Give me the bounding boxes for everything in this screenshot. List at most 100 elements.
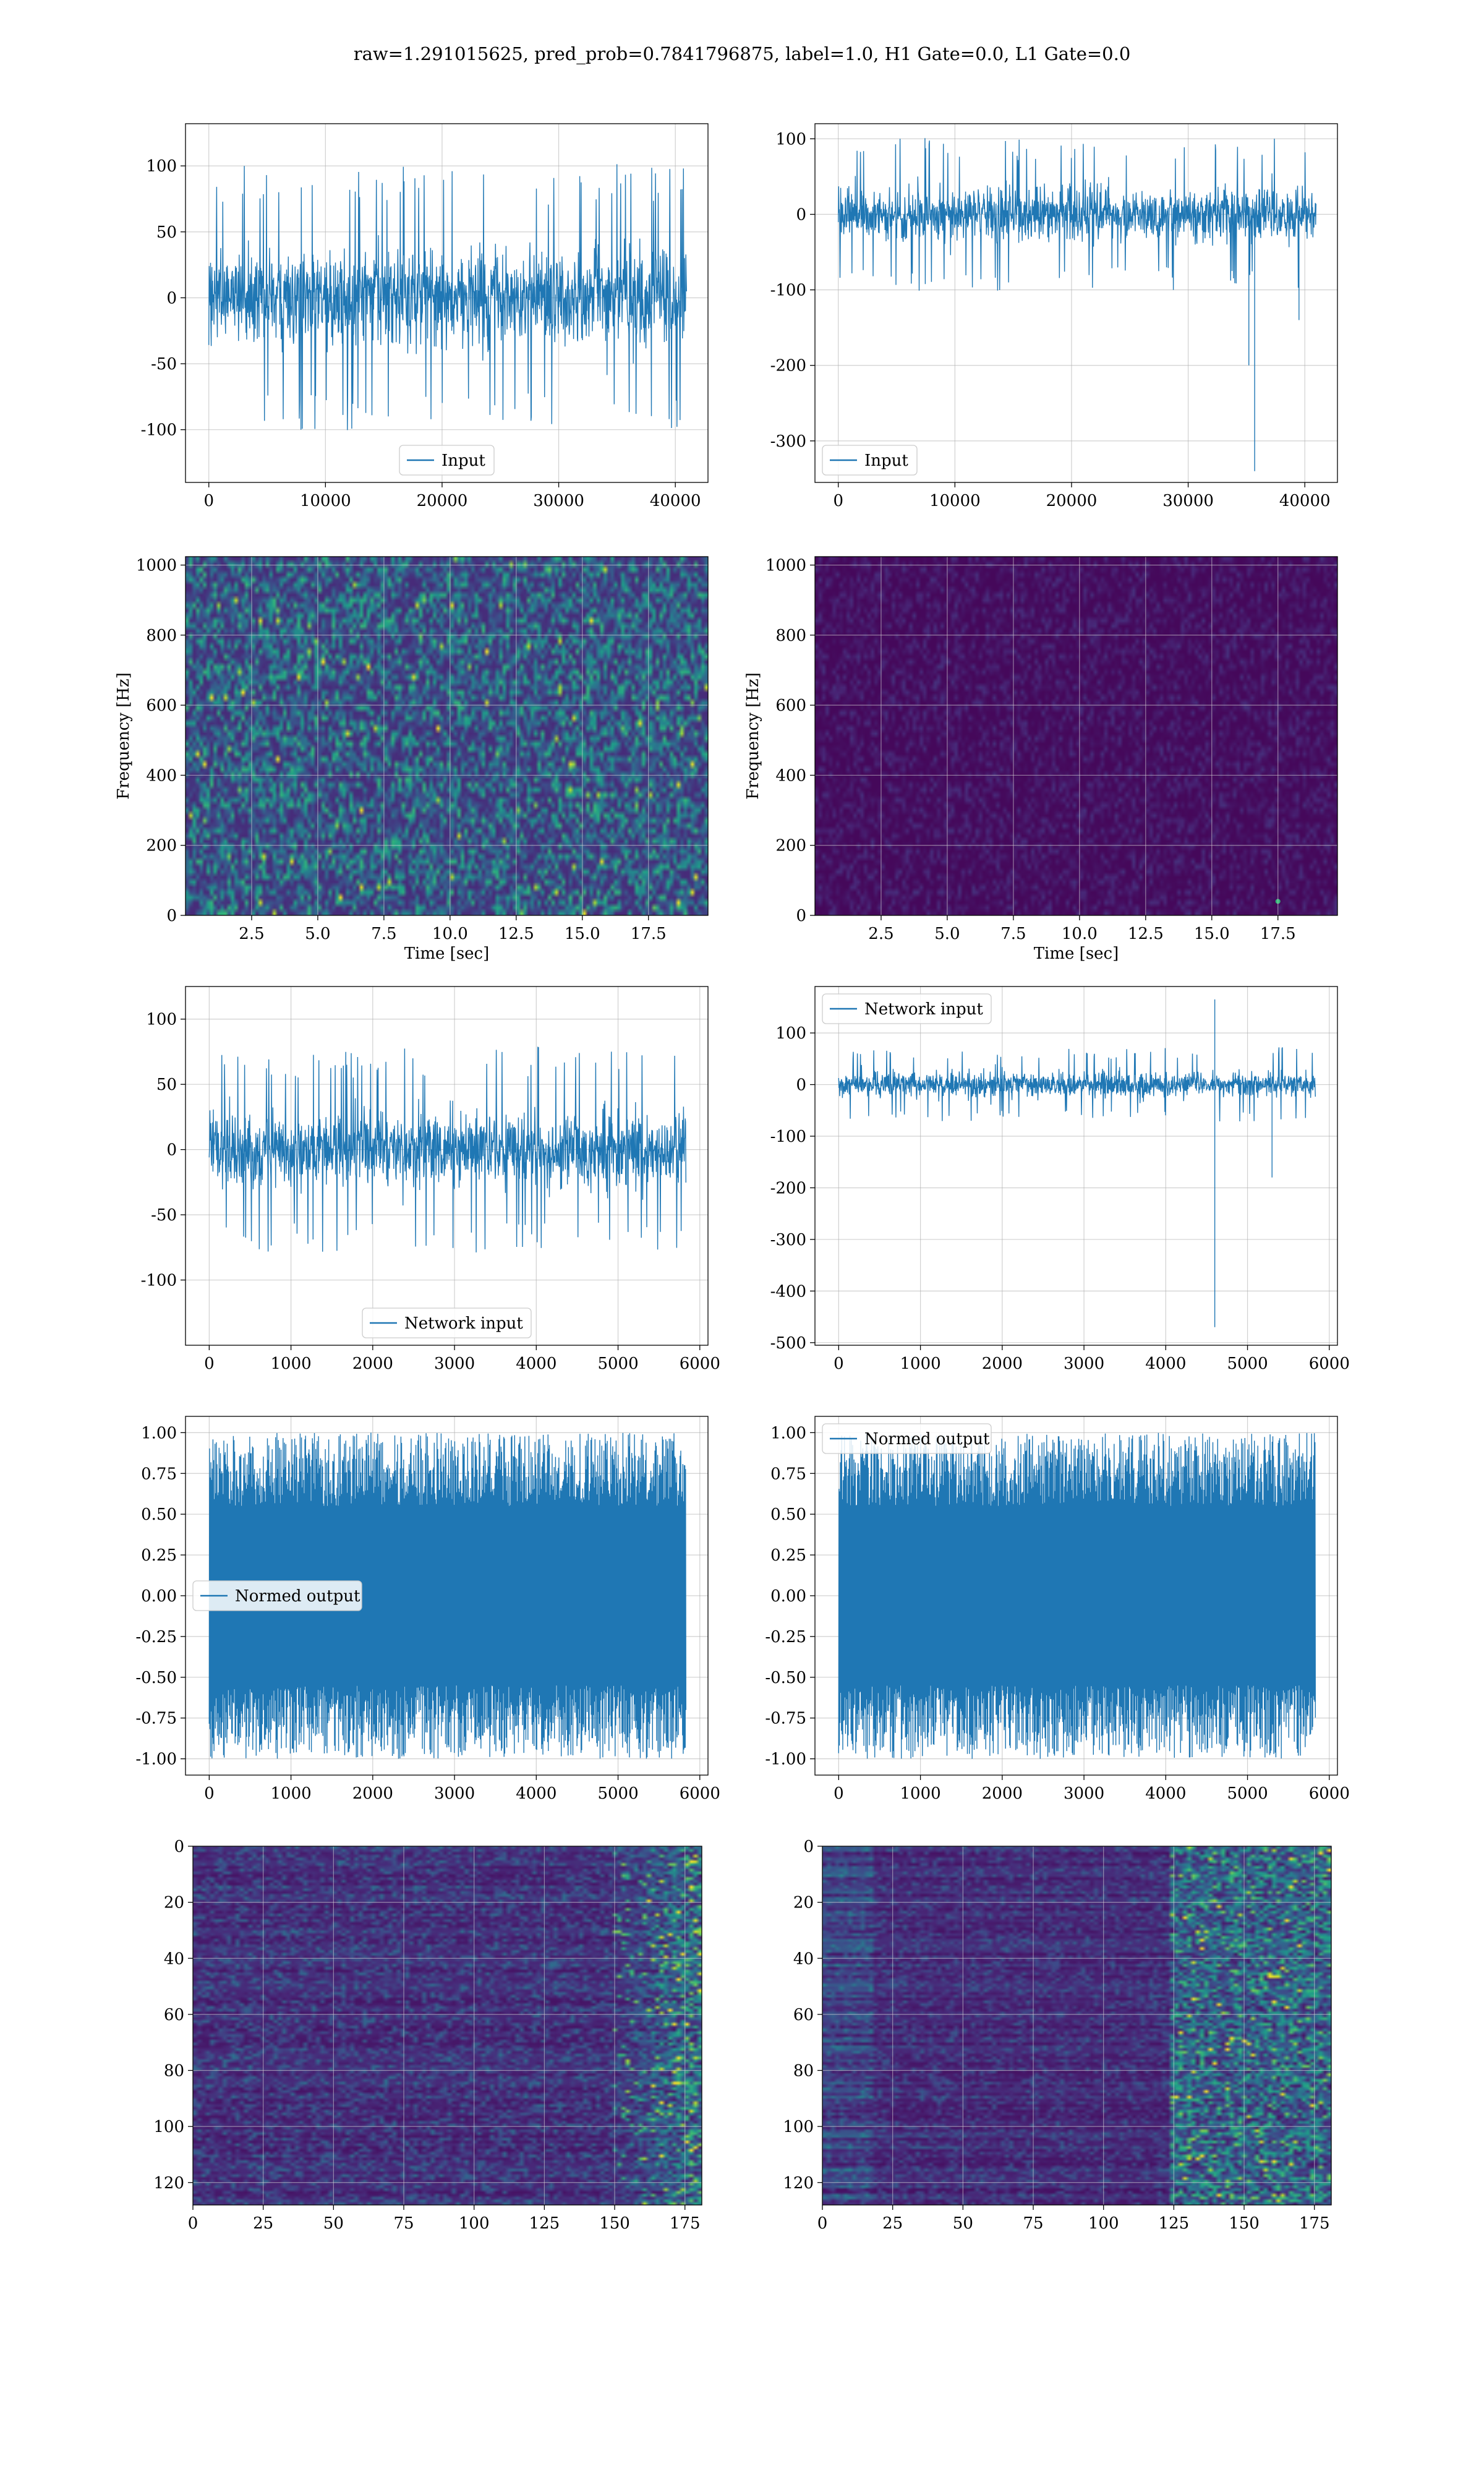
x-tick-label: 20000 — [417, 492, 468, 510]
y-tick-label: 50 — [156, 1076, 177, 1094]
legend-label: Network input — [864, 1000, 983, 1019]
y-tick-label: -100 — [141, 1272, 177, 1290]
chart-network-input-h1: 0 1000 2000 3000 4000 5000 6000 -100 -50 0 50 100 Ne… — [141, 986, 720, 1373]
y-tick-label: -1.00 — [765, 1750, 806, 1769]
series-line-normed-output-l1 — [838, 1432, 1316, 1759]
y-tick-label: -0.50 — [135, 1669, 177, 1687]
x-tick-label: 0 — [204, 1784, 215, 1803]
chart-spectrogram-l1: 2.5 5.0 7.5 10.0 12.5 15.0 17.5 0 200 400 600 800 10… — [744, 556, 1338, 963]
legend-label: Network input — [404, 1314, 523, 1333]
y-tick-label: 0 — [796, 907, 806, 925]
x-tick-label: 2000 — [352, 1784, 393, 1803]
x-tick-label: 125 — [529, 2214, 560, 2233]
legend-label: Normed output — [235, 1587, 360, 1606]
x-tick-label: 100 — [1088, 2214, 1119, 2233]
y-tick-label: -100 — [770, 281, 806, 300]
y-tick-label: 200 — [775, 837, 806, 855]
y-tick-label: 800 — [146, 627, 177, 645]
y-tick-label: -0.25 — [135, 1628, 177, 1646]
y-tick-label: 80 — [793, 2062, 814, 2081]
x-tick-label: 3000 — [434, 1355, 475, 1373]
chart-feature-map-h1: 0 25 50 75 100 125 150 175 0 20 40 60 80 100 120 — [153, 1838, 702, 2233]
y-tick-label: 600 — [146, 696, 177, 715]
x-tick-label: 125 — [1159, 2214, 1190, 2233]
x-tick-label: 0 — [203, 492, 214, 510]
x-tick-label: 0 — [833, 492, 843, 510]
x-tick-label: 3000 — [434, 1784, 475, 1803]
x-tick-label: 20000 — [1046, 492, 1098, 510]
y-tick-label: 0.50 — [770, 1505, 806, 1524]
x-tick-label: 12.5 — [1128, 925, 1164, 943]
chart-spectrogram-h1: 2.5 5.0 7.5 10.0 12.5 15.0 17.5 0 200 400 600 800 10… — [114, 556, 709, 963]
legend-label: Normed output — [864, 1430, 990, 1449]
legend-box — [822, 1423, 992, 1454]
y-tick-label: 50 — [156, 223, 177, 242]
y-tick-label: 0 — [166, 907, 177, 925]
y-tick-label: 120 — [153, 2174, 184, 2193]
x-tick-label: 1000 — [271, 1355, 312, 1373]
chart-input-h1: 0 10000 20000 30000 40000 -100 -50 0 50 100 Input — [141, 123, 709, 510]
y-tick-label: 600 — [775, 696, 806, 715]
legend-box — [192, 1580, 362, 1611]
x-tick-label: 0 — [817, 2214, 828, 2233]
y-tick-label: 200 — [146, 837, 177, 855]
axes-frame-feature-map-l1 — [822, 1846, 1332, 2206]
x-tick-label: 5.0 — [934, 925, 960, 943]
y-tick-label: -1.00 — [135, 1750, 177, 1769]
heatmap-image-spectrogram-l1 — [815, 557, 1337, 915]
x-axis-label: Time [sec] — [1034, 944, 1119, 963]
x-tick-label: 3000 — [1064, 1355, 1104, 1373]
legend-normed-output-h1: Normed output — [192, 1580, 362, 1611]
x-tick-label: 0 — [834, 1355, 844, 1373]
y-tick-label: 0 — [796, 1076, 806, 1095]
y-axis-label: Frequency [Hz] — [744, 672, 762, 800]
y-tick-label: 20 — [793, 1894, 814, 1912]
y-tick-label: 800 — [775, 627, 806, 645]
x-tick-label: 4000 — [516, 1784, 556, 1803]
x-tick-label: 0 — [188, 2214, 198, 2233]
x-tick-label: 17.5 — [1260, 925, 1296, 943]
legend-network-input-l1: Network input — [822, 993, 992, 1024]
chart-normed-output-l1: 0 1000 2000 3000 4000 5000 6000 -1.00 -0.75 -0.50… — [765, 1416, 1350, 1803]
chart-normed-output-h1: 0 1000 2000 3000 4000 5000 6000 -1.00 -0.75 -0.50… — [135, 1416, 720, 1803]
y-tick-label: 0.75 — [770, 1465, 806, 1483]
y-tick-label: 40 — [793, 1950, 814, 1968]
axes-frame-network-input-l1 — [814, 986, 1338, 1346]
x-tick-label: 7.5 — [371, 925, 396, 943]
x-tick-label: 5.0 — [305, 925, 330, 943]
y-tick-label: 0 — [796, 206, 806, 225]
legend-input-h1: Input — [399, 445, 495, 476]
x-tick-label: 10.0 — [432, 925, 468, 943]
y-tick-label: 100 — [153, 2118, 184, 2136]
y-tick-label: -200 — [770, 1179, 806, 1197]
heatmap-image-feature-map-l1 — [822, 1846, 1331, 2205]
x-tick-label: 1000 — [900, 1355, 941, 1373]
axes-frame-network-input-h1 — [185, 986, 709, 1346]
x-tick-label: 100 — [459, 2214, 490, 2233]
x-tick-label: 15.0 — [1194, 925, 1230, 943]
chart-input-l1: 0 10000 20000 30000 40000 -300 -200 -100 0 100 Inp… — [770, 123, 1338, 510]
x-tick-label: 5000 — [1227, 1784, 1268, 1803]
axes-frame-spectrogram-h1 — [185, 556, 709, 916]
y-tick-label: 0.50 — [141, 1505, 177, 1524]
x-tick-label: 6000 — [680, 1355, 720, 1373]
x-tick-label: 75 — [393, 2214, 414, 2233]
x-tick-label: 25 — [882, 2214, 903, 2233]
axes-frame-spectrogram-l1 — [814, 556, 1338, 916]
x-tick-label: 15.0 — [565, 925, 600, 943]
y-tick-label: -400 — [770, 1282, 806, 1301]
legend-box — [399, 445, 495, 476]
axes-frame-feature-map-h1 — [192, 1846, 702, 2206]
y-tick-label: 80 — [164, 2062, 184, 2081]
x-tick-label: 2000 — [982, 1355, 1023, 1373]
x-tick-label: 4000 — [516, 1355, 556, 1373]
axes-frame-input-h1 — [185, 123, 709, 483]
x-tick-label: 0 — [204, 1355, 215, 1373]
legend-network-input-h1: Network input — [362, 1308, 532, 1338]
chart-feature-map-l1: 0 25 50 75 100 125 150 175 0 20 40 60 80 100 120 — [783, 1838, 1332, 2233]
series-line-network-input-h1 — [208, 1047, 686, 1252]
y-tick-label: -0.75 — [135, 1710, 177, 1728]
y-tick-label: 1.00 — [770, 1424, 806, 1442]
y-tick-label: 0.00 — [770, 1587, 806, 1606]
